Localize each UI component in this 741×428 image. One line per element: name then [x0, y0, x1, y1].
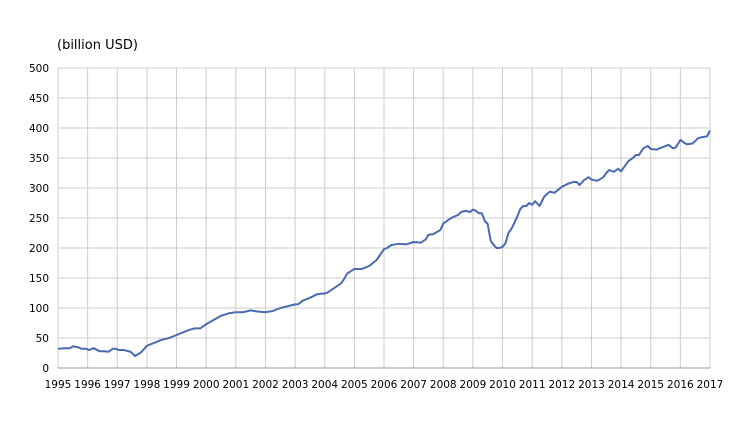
x-tick-label: 2010 [489, 379, 516, 391]
y-tick-label: 350 [29, 153, 49, 165]
x-tick-label: 2004 [311, 379, 338, 391]
x-tick-label: 2017 [697, 379, 724, 391]
x-tick-label: 1996 [74, 379, 101, 391]
y-tick-label: 100 [29, 303, 49, 315]
y-tick-label: 400 [29, 123, 49, 135]
y-tick-label: 250 [29, 213, 49, 225]
x-tick-label: 1995 [45, 379, 72, 391]
x-tick-label: 2016 [667, 379, 694, 391]
y-axis-ticks: 0 50 100 150 200 250 300 350 400 450 500 [29, 63, 49, 375]
y-tick-label: 450 [29, 93, 49, 105]
x-tick-label: 1998 [134, 379, 161, 391]
x-tick-label: 2006 [371, 379, 398, 391]
x-tick-label: 2002 [252, 379, 279, 391]
series-lines [57, 129, 711, 357]
y-tick-label: 50 [36, 333, 49, 345]
y-tick-label: 300 [29, 183, 49, 195]
y-axis-unit-label: (billion USD) [57, 38, 138, 53]
x-tick-label: 2008 [430, 379, 457, 391]
x-tick-label: 2001 [222, 379, 249, 391]
x-tick-label: 1997 [104, 379, 131, 391]
y-tick-label: 200 [29, 243, 49, 255]
x-tick-label: 2000 [193, 379, 220, 391]
y-tick-label: 150 [29, 273, 49, 285]
x-tick-label: 2011 [519, 379, 546, 391]
x-tick-label: 2005 [341, 379, 368, 391]
y-tick-label: 500 [29, 63, 49, 75]
x-tick-label: 1999 [163, 379, 190, 391]
x-axis-ticks: 1995 1996 1997 1998 1999 2000 2001 2002 2003 2004… [45, 379, 724, 391]
chart-grid [57, 67, 711, 369]
x-tick-label: 2015 [637, 379, 664, 391]
x-tick-label: 2003 [282, 379, 309, 391]
x-tick-label: 2007 [400, 379, 427, 391]
x-tick-label: 2013 [578, 379, 605, 391]
y-tick-label: 0 [42, 363, 49, 375]
x-tick-label: 2014 [608, 379, 635, 391]
x-tick-label: 2009 [460, 379, 487, 391]
x-tick-label: 2012 [548, 379, 575, 391]
series-line [57, 129, 711, 357]
